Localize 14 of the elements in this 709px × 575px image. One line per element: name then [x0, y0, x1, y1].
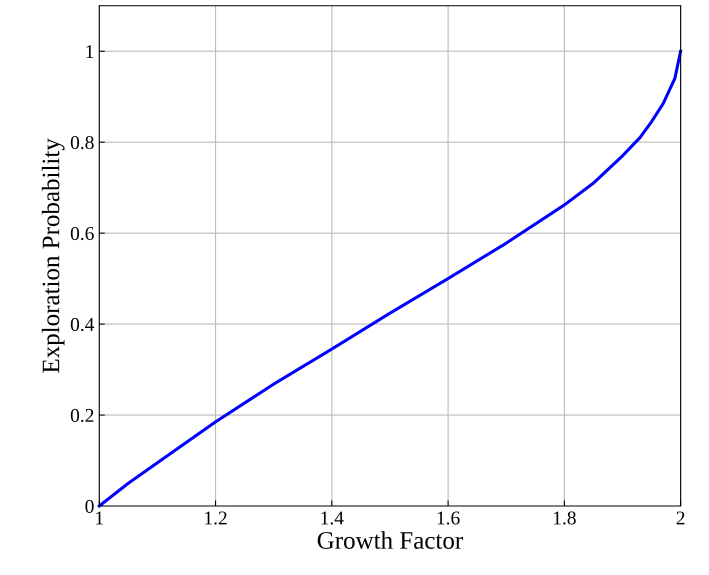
y-tick-label: 1 — [86, 45, 94, 58]
x-tick-label: 1.8 — [554, 511, 576, 525]
x-tick-label: 2 — [676, 511, 684, 524]
y-axis-title: Exploration Probability — [42, 138, 65, 373]
x-tick-label: 1 — [96, 512, 103, 524]
x-axis-title: Growth Factor — [318, 531, 463, 549]
x-tick-label: 1.2 — [205, 511, 227, 525]
y-tick-label: 0.4 — [70, 318, 94, 332]
y-tick-label: 0.2 — [70, 408, 94, 422]
y-tick-label: 0 — [85, 500, 94, 513]
x-tick-label: 1.6 — [438, 511, 460, 525]
x-tick-label: 1.4 — [321, 512, 344, 525]
y-tick-label: 0.8 — [70, 136, 94, 150]
y-tick-label: 0.6 — [70, 226, 94, 240]
